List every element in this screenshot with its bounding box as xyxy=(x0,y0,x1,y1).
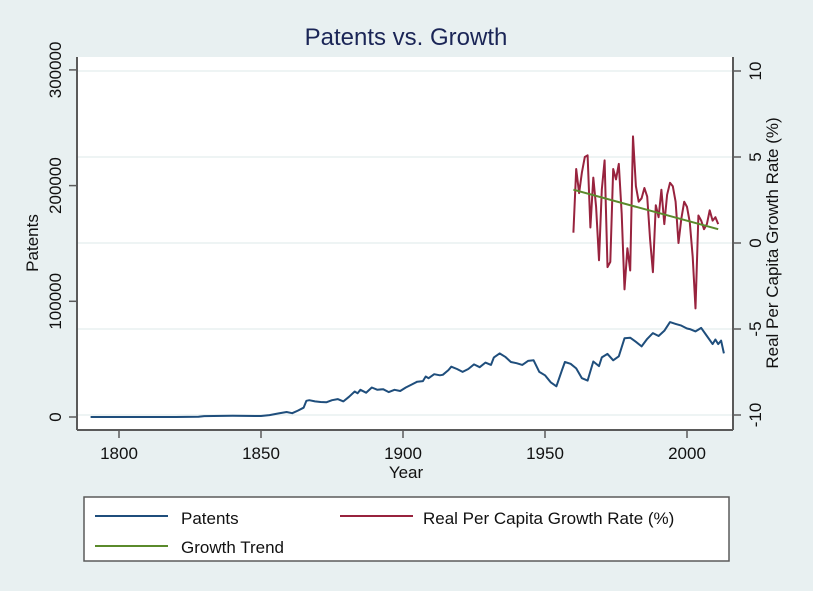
legend-label-patents: Patents xyxy=(181,509,239,528)
x-tick-label: 2000 xyxy=(668,444,706,463)
y-tick-label: 0 xyxy=(46,412,65,421)
x-axis-title: Year xyxy=(389,463,424,482)
y-tick-label: 200000 xyxy=(46,157,65,214)
series-line-growth-trend xyxy=(573,188,719,231)
series-line-patents xyxy=(90,321,725,418)
y-axis-title: Patents xyxy=(23,214,42,272)
y-tick-label: 100000 xyxy=(46,273,65,330)
x-tick-label: 1950 xyxy=(526,444,564,463)
y-tick-label: 300000 xyxy=(46,42,65,99)
chart-title: Patents vs. Growth xyxy=(305,24,508,51)
y2-tick-label: 5 xyxy=(746,152,765,161)
series-line-growth-rate xyxy=(572,135,720,310)
x-tick-label: 1800 xyxy=(100,444,138,463)
y2-axis-title: Real Per Capita Growth Rate (%) xyxy=(763,117,782,368)
y2-tick-label: 10 xyxy=(746,62,765,81)
legend-box xyxy=(83,496,730,562)
y2-tick-label: -5 xyxy=(746,321,765,336)
y2-tick-label: 0 xyxy=(746,238,765,247)
legend-label-trend: Growth Trend xyxy=(181,538,284,557)
series-layer xyxy=(90,135,725,418)
legend-label-growth: Real Per Capita Growth Rate (%) xyxy=(423,509,674,528)
legend: Patents Real Per Capita Growth Rate (%) … xyxy=(83,496,730,562)
x-tick-label: 1850 xyxy=(242,444,280,463)
x-tick-label: 1900 xyxy=(384,444,422,463)
ticks: 1800 1850 1900 1950 2000 0 100000 200000 300000 -… xyxy=(46,42,765,463)
y2-tick-label: -10 xyxy=(746,403,765,428)
